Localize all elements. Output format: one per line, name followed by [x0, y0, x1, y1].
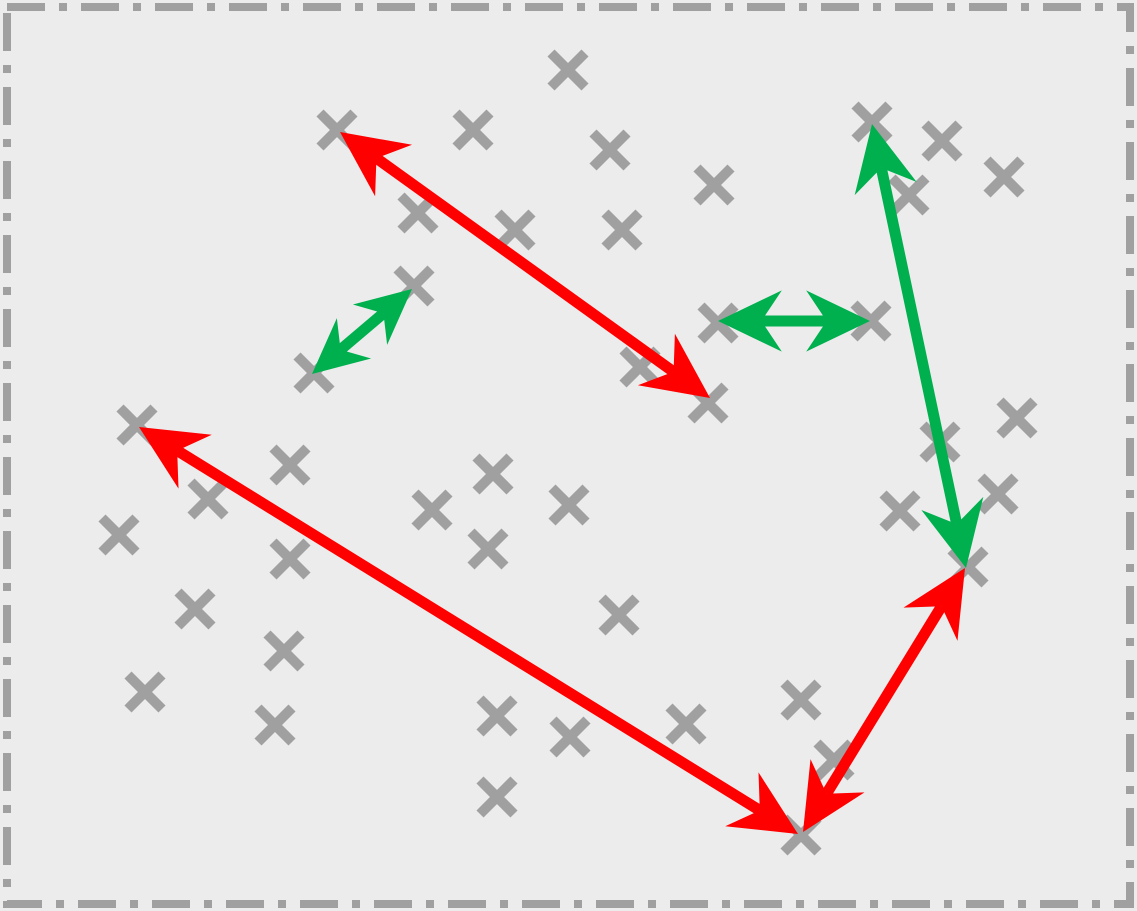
arrow-head [921, 496, 984, 568]
arrow-head [637, 333, 710, 398]
arrow-head [352, 289, 412, 345]
point-marker [476, 776, 518, 818]
point-marker [476, 695, 518, 737]
point-marker [851, 101, 893, 143]
point-marker [124, 671, 166, 713]
point-marker [589, 129, 631, 171]
point-marker [697, 302, 739, 344]
double-headed-arrow [340, 132, 710, 398]
arrow-head [340, 132, 413, 197]
point-marker [548, 484, 590, 526]
point-marker [187, 478, 229, 520]
double-headed-arrow [718, 290, 870, 352]
arrow-shaft [336, 309, 388, 354]
point-marker [879, 490, 921, 532]
arrow-shaft [373, 153, 677, 377]
relation-arrows [139, 124, 984, 834]
point-marker [996, 397, 1038, 439]
point-marker [921, 120, 963, 162]
arrow-head [718, 290, 782, 352]
point-marker [977, 473, 1019, 515]
point-marker [780, 679, 822, 721]
arrow-head [725, 772, 798, 834]
arrow-head [854, 124, 917, 196]
arrow-head [903, 568, 965, 641]
point-marker [601, 209, 643, 251]
arrow-head [139, 427, 212, 489]
point-marker [254, 704, 296, 746]
point-marker [850, 300, 892, 342]
point-marker [983, 156, 1025, 198]
point-marker [269, 444, 311, 486]
point-marker [494, 209, 536, 251]
point-marker [598, 594, 640, 636]
point-marker [98, 514, 140, 556]
double-headed-arrow [854, 124, 984, 568]
arrow-head [803, 759, 865, 832]
arrow-shaft [875, 166, 963, 526]
point-marker [547, 49, 589, 91]
point-marker [888, 174, 930, 216]
point-marker [472, 453, 514, 495]
double-headed-arrow [139, 427, 798, 834]
double-headed-arrow [312, 289, 412, 374]
point-marker [174, 588, 216, 630]
arrow-shaft [821, 603, 947, 797]
point-marker [452, 109, 494, 151]
dash-dot-frame [3, 3, 1134, 908]
double-headed-arrow [803, 568, 965, 832]
point-marker [693, 164, 735, 206]
point-markers [98, 49, 1038, 856]
point-marker [269, 538, 311, 580]
arrow-shaft [174, 445, 763, 816]
point-marker [411, 489, 453, 531]
arrow-head [806, 290, 870, 352]
arrow-head [312, 318, 372, 374]
point-marker [549, 716, 591, 758]
point-marker [467, 528, 509, 570]
point-marker [665, 703, 707, 745]
point-marker [263, 630, 305, 672]
